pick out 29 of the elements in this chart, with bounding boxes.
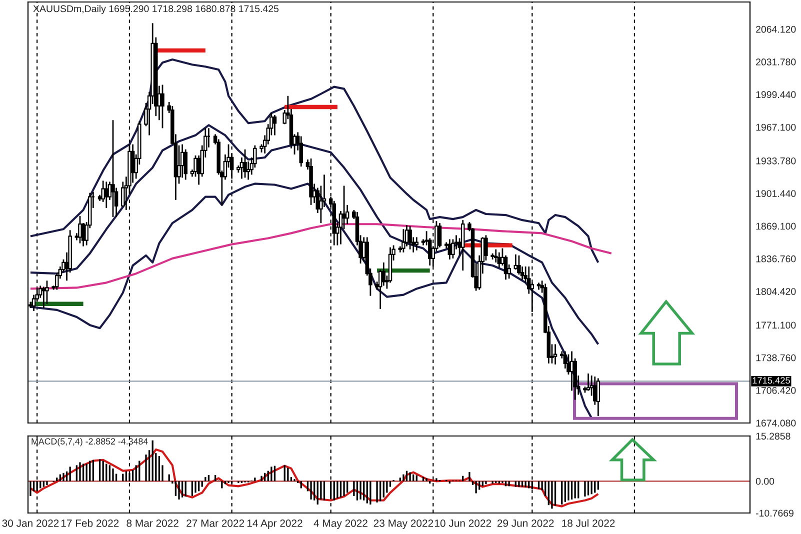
x-tick-label: 27 Mar 2022 [186,520,244,527]
ref-line-label: 1715.425 [752,377,790,384]
x-tick-label: 10 Jun 2022 [434,520,491,527]
y-tick-label: 1674.080 [756,420,796,427]
y-tick-label: 1771.100 [756,322,796,329]
y-tick-label: 1999.440 [756,91,796,98]
x-tick-label: 14 Apr 2022 [247,520,302,529]
y-tick-label: 1836.760 [756,255,796,262]
y-tick-label: 1738.760 [756,354,796,362]
y-tick-label: 1933.780 [756,157,796,164]
y-tick-label: 2064.120 [756,26,796,33]
x-tick-label: 4 May 2022 [314,520,368,529]
y-tick-label: -10.7669 [756,510,794,517]
y-tick-label: 2031.780 [756,58,796,66]
x-tick-label: 17 Feb 2022 [61,519,119,527]
y-tick-label: 1869.100 [756,222,796,230]
x-tick-label: 29 Jun 2022 [497,520,554,527]
x-tick-label: 23 May 2022 [374,520,434,529]
x-tick-label: 30 Jan 2022 [2,520,59,527]
y-tick-label: 1967.100 [756,124,796,131]
y-tick-label: 1706.420 [756,387,796,394]
chart-title: MACD(5,7,4) -2.8852 -4.3484 [32,438,148,446]
y-tick-label: 1901.440 [756,190,796,197]
x-tick-label: 18 Jul 2022 [562,519,615,527]
y-tick-label: 15.2858 [756,432,790,440]
chart-title: XAUUSDm,Daily 1695.290 1718.298 1680.878 1715.425 [33,5,279,14]
y-tick-label: 1804.420 [756,288,796,295]
y-tick-label: 0.00 [756,478,774,485]
x-tick-label: 8 Mar 2022 [126,520,178,527]
